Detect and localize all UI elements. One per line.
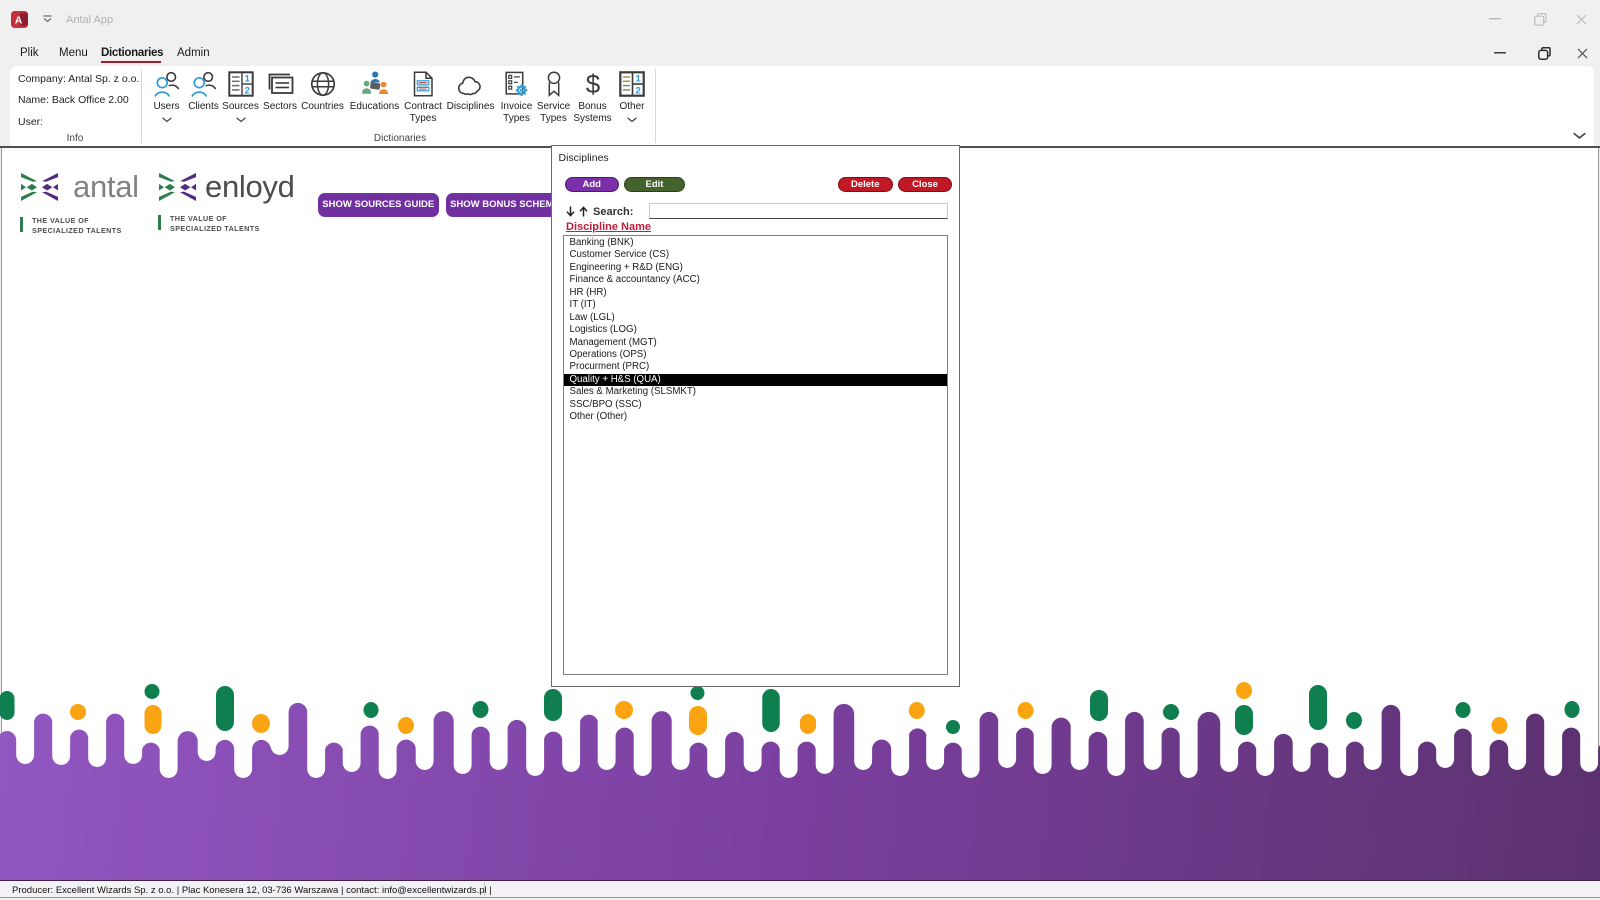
svg-text:$: $	[586, 69, 600, 99]
svg-text:2: 2	[636, 86, 641, 97]
svg-text:1: 1	[636, 74, 642, 85]
svg-text:A: A	[15, 15, 23, 27]
svg-text:1: 1	[244, 74, 250, 85]
svg-text:2: 2	[244, 86, 249, 97]
